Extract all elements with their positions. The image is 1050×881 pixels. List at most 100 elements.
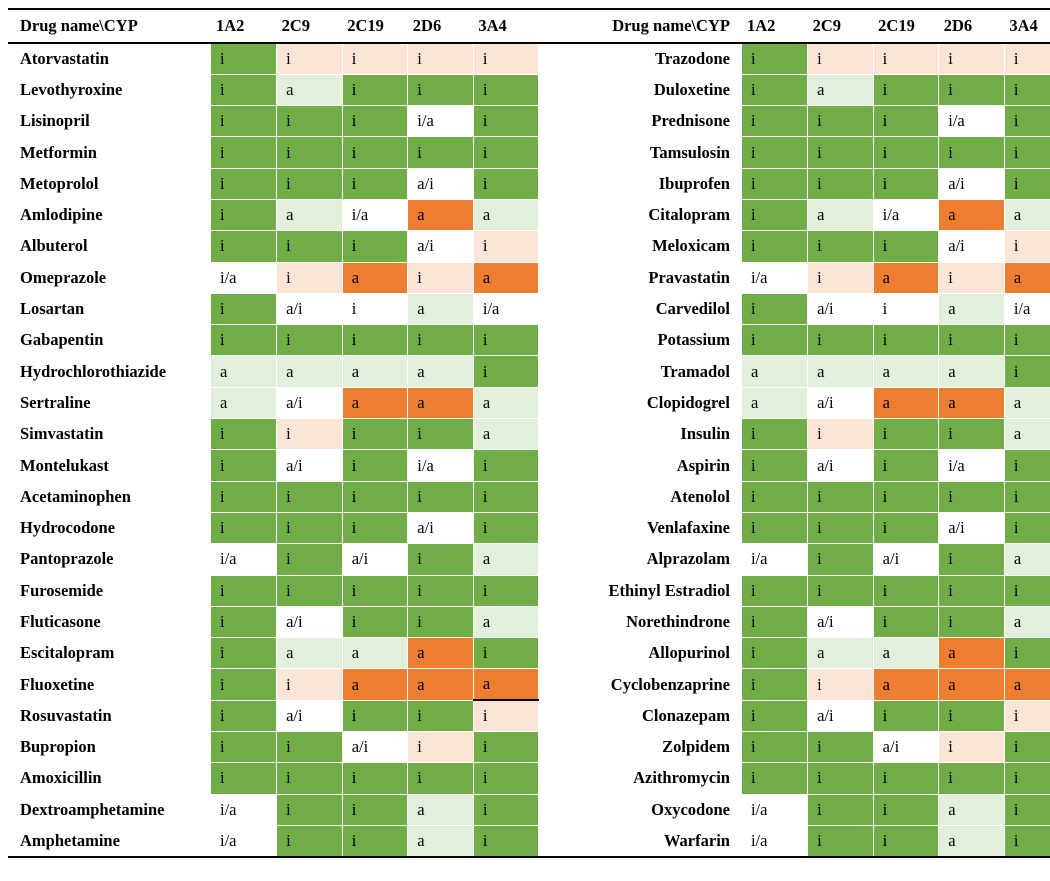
interaction-cell: i (211, 324, 278, 357)
interaction-cell: i (211, 668, 278, 701)
drug-name-left: Metoprolol (8, 168, 211, 200)
interaction-cell: i (873, 794, 940, 826)
interaction-cell: i (1004, 637, 1050, 670)
table-row: Sertraline a a/i a a a Clopidogrel a a/i a a a (8, 387, 1050, 420)
interaction-cell: i (807, 512, 874, 545)
interaction-cell: a (342, 355, 409, 388)
interaction-cell: i (342, 168, 409, 200)
interaction-cell: i (741, 230, 809, 263)
drug-name-left: Omeprazole (8, 262, 211, 294)
interaction-cell: i (1004, 700, 1050, 733)
interaction-cell: i (807, 168, 874, 200)
interaction-cell: a (741, 355, 809, 388)
interaction-cell: i (342, 481, 409, 513)
header-2c19-left: 2C19 (347, 16, 384, 35)
interaction-cell: a (407, 794, 474, 826)
interaction-cell: i (807, 418, 874, 451)
interaction-cell: a (938, 668, 1005, 701)
interaction-cell: a (342, 262, 409, 294)
drug-name-right: Meloxicam (538, 230, 742, 263)
interaction-cell: a (1004, 606, 1050, 639)
interaction-cell: i (276, 324, 343, 357)
interaction-cell: i (342, 606, 409, 639)
interaction-cell: a (938, 825, 1005, 858)
interaction-cell: i (1004, 74, 1050, 107)
interaction-cell: i (276, 762, 343, 795)
interaction-cell: i (342, 74, 409, 107)
interaction-cell: i/a (407, 449, 474, 482)
interaction-cell: i (211, 637, 278, 670)
interaction-cell: i (873, 512, 940, 545)
interaction-cell: i (276, 575, 343, 607)
interaction-cell: i/a (342, 199, 409, 232)
interaction-cell: i (276, 825, 343, 858)
interaction-cell: i (473, 637, 540, 670)
interaction-cell: a (473, 418, 540, 451)
interaction-cell: i (873, 418, 940, 451)
interaction-cell: i (473, 575, 540, 607)
table-header: Drug name\CYP 1A2 2C9 2C19 2D6 3A4 Drug … (8, 9, 1050, 43)
interaction-cell: a (211, 355, 278, 388)
drug-name-right: Tramadol (538, 355, 742, 388)
interaction-cell: a (1004, 199, 1050, 232)
interaction-cell: i (211, 512, 278, 545)
interaction-cell: i (1004, 136, 1050, 169)
interaction-cell: i (276, 481, 343, 513)
interaction-cell: i (407, 543, 474, 576)
interaction-cell: i (938, 324, 1005, 357)
interaction-cell: a/i (342, 543, 409, 576)
drug-name-right: Insulin (538, 418, 742, 451)
drug-name-right: Zolpidem (538, 731, 742, 764)
interaction-cell: i (807, 825, 874, 858)
drug-name-right: Prednisone (538, 105, 742, 138)
drug-name-left: Losartan (8, 293, 211, 326)
interaction-cell: i (741, 575, 809, 607)
table-row: Montelukast i a/i i i/a i Aspirin i a/i i i/a i (8, 449, 1050, 482)
interaction-cell: i (938, 74, 1005, 107)
interaction-cell: i/a (211, 543, 278, 576)
interaction-cell: a/i (407, 512, 474, 545)
table-row: Dextroamphetamine i/a i i a i Oxycodone i/a i i a i (8, 794, 1050, 826)
interaction-cell: i (1004, 355, 1050, 388)
drug-name-left: Fluoxetine (8, 668, 211, 701)
drug-name-left: Escitalopram (8, 637, 211, 670)
interaction-cell: i (741, 418, 809, 451)
interaction-cell: i (473, 324, 540, 357)
interaction-cell: i (276, 105, 343, 138)
drug-name-right: Cyclobenzaprine (538, 668, 742, 701)
header-3a4-left: 3A4 (478, 16, 507, 35)
table-row: Metoprolol i i i a/i i Ibuprofen i i i a/i i (8, 168, 1050, 200)
interaction-cell: i (342, 700, 409, 733)
header-2d6-left: 2D6 (412, 16, 442, 35)
interaction-cell: i (807, 43, 874, 75)
interaction-cell: i (873, 168, 940, 200)
interaction-cell: i (407, 762, 474, 795)
interaction-cell: a (407, 387, 474, 420)
table-row: Simvastatin i i i i a Insulin i i i i a (8, 418, 1050, 451)
interaction-cell: i/a (211, 825, 278, 858)
interaction-cell: a (938, 794, 1005, 826)
interaction-cell: a (807, 355, 874, 388)
interaction-cell: i (342, 449, 409, 482)
interaction-cell: i (741, 668, 809, 701)
interaction-cell: i (473, 825, 540, 858)
interaction-cell: i (276, 794, 343, 826)
interaction-cell: i (342, 825, 409, 858)
interaction-cell: a (342, 387, 409, 420)
table-body: Atorvastatin i i i i i Trazodone i i i i i Levothyro… (8, 43, 1050, 858)
drug-name-right: Tamsulosin (538, 136, 742, 169)
interaction-cell: i (276, 230, 343, 263)
interaction-cell: i (1004, 481, 1050, 513)
drug-name-right: Carvedilol (538, 293, 742, 326)
interaction-cell: i/a (938, 105, 1005, 138)
interaction-cell: a/i (873, 543, 940, 576)
interaction-cell: a (473, 199, 540, 232)
interaction-cell: i (807, 481, 874, 513)
interaction-cell: i (873, 74, 940, 107)
interaction-cell: i (276, 668, 343, 701)
interaction-cell: i/a (741, 543, 809, 576)
interaction-cell: i (938, 543, 1005, 576)
interaction-cell: i (938, 575, 1005, 607)
interaction-cell: a/i (938, 512, 1005, 545)
interaction-cell: i (1004, 731, 1050, 764)
